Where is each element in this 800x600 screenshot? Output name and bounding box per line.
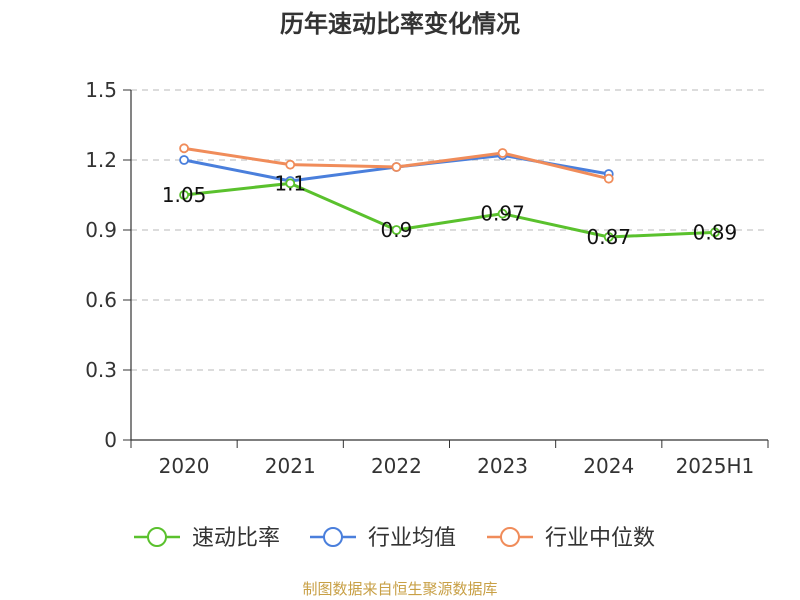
y-tick-label: 0 <box>104 428 117 452</box>
y-tick-label: 1.2 <box>85 148 117 172</box>
legend-label: 行业均值 <box>368 526 456 551</box>
x-tick-label: 2023 <box>477 454 528 478</box>
x-tick-label: 2022 <box>371 454 422 478</box>
data-label: 1.1 <box>274 171 306 195</box>
x-tick-label: 2020 <box>159 454 210 478</box>
data-label: 0.9 <box>381 218 413 242</box>
data-label: 1.05 <box>162 183 207 207</box>
data-label: 0.89 <box>693 220 738 244</box>
series-2 <box>179 143 614 184</box>
y-tick-label: 0.9 <box>85 218 117 242</box>
data-point <box>391 162 402 172</box>
data-label: 0.97 <box>480 202 525 226</box>
legend-item: 行业均值 <box>310 526 456 551</box>
data-point <box>603 232 614 242</box>
axes: 0 0.3 0.6 0.9 1.2 1.5 2020 2021 2022 2023 2024 2025… <box>85 78 769 478</box>
series-line <box>183 181 715 239</box>
x-tick-label: 2025H1 <box>676 454 755 478</box>
data-point <box>497 148 508 158</box>
data-point <box>285 159 296 170</box>
legend: 速动比率 行业均值 行业中位数 <box>134 526 655 551</box>
legend-label: 速动比率 <box>192 526 280 551</box>
series-group <box>179 143 720 242</box>
data-point <box>285 178 296 189</box>
legend-swatch-marker <box>323 527 343 547</box>
legend-swatch-marker <box>147 527 167 547</box>
x-tick-label: 2021 <box>265 454 316 478</box>
y-tick-label: 0.6 <box>85 288 117 312</box>
legend-swatch-marker <box>500 527 520 547</box>
legend-item: 速动比率 <box>134 526 280 551</box>
data-labels: 1.05 1.1 0.9 0.97 0.87 0.89 <box>162 171 737 249</box>
legend-item: 行业中位数 <box>487 526 655 551</box>
data-point <box>710 227 720 238</box>
x-tick-label: 2024 <box>583 454 634 478</box>
data-point <box>179 143 189 154</box>
grid-lines <box>131 89 768 371</box>
legend-label: 行业中位数 <box>545 526 655 551</box>
y-tick-label: 1.5 <box>85 78 117 102</box>
data-point <box>391 225 402 235</box>
data-point <box>179 155 189 165</box>
data-label: 0.87 <box>586 225 631 249</box>
chart-title: 历年速动比率变化情况 <box>280 10 520 38</box>
data-point <box>497 208 508 219</box>
data-point <box>179 190 189 200</box>
source-note: 制图数据来自恒生聚源数据库 <box>302 580 497 598</box>
data-point <box>603 173 614 184</box>
y-tick-label: 0.3 <box>85 358 117 382</box>
series-0 <box>179 178 720 242</box>
